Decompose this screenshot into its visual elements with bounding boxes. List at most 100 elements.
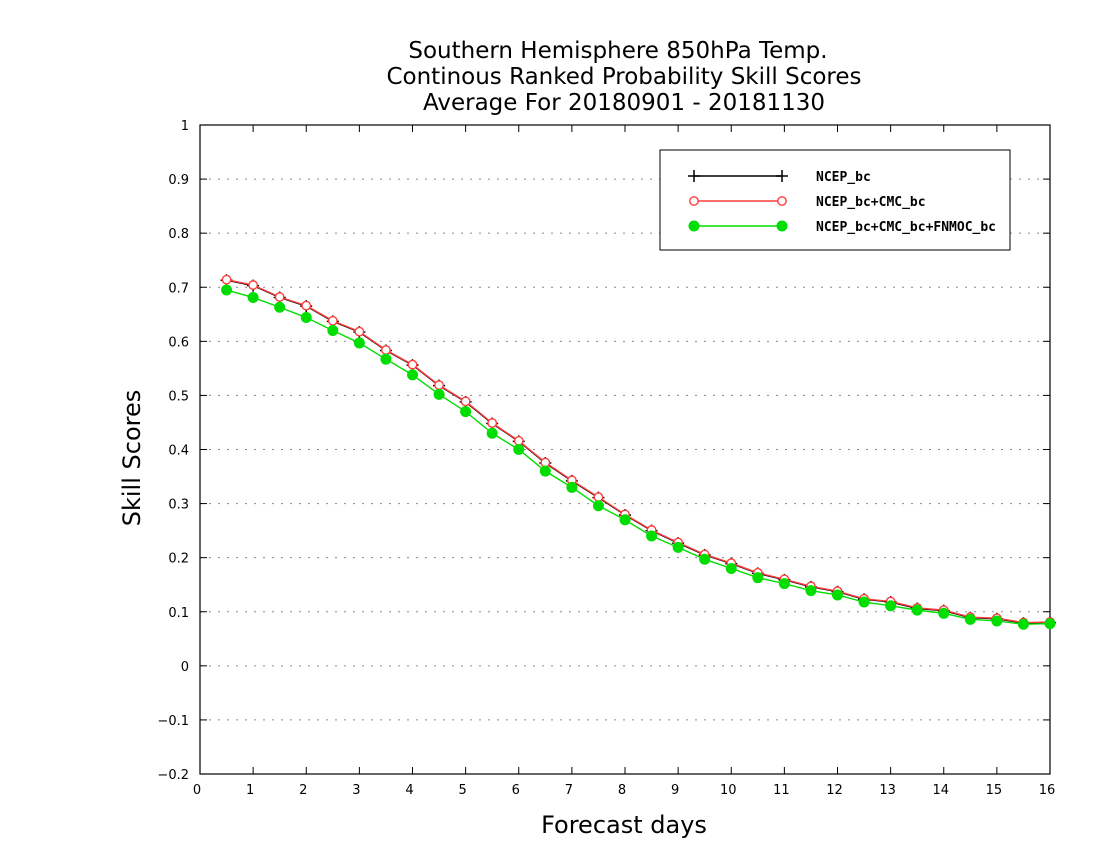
series-1 (221, 274, 1055, 628)
series-point (513, 444, 525, 455)
series-point (672, 541, 684, 553)
gridlines (200, 178, 1050, 721)
series-2 (221, 284, 1056, 630)
series-point (689, 196, 699, 206)
legend: NCEP_bc NCEP_bc+CMC_bc NCEP_bc+CMC_bc+FNMO… (659, 149, 1011, 251)
series-layer (220, 274, 1056, 630)
x-tick-label: 0 (193, 783, 201, 798)
series-point (433, 388, 445, 400)
series-point (885, 600, 897, 612)
chart-title-line-3: Average For 20180901 - 20181130 (423, 90, 825, 116)
series-point (300, 312, 312, 324)
y-tick-label: 0.7 (168, 281, 189, 296)
chart-title-line-2: Continous Ranked Probability Skill Score… (386, 64, 861, 90)
series-point (858, 596, 870, 608)
series-point (513, 435, 524, 446)
series-point (274, 292, 285, 302)
y-axis-title: Skill Scores (118, 390, 146, 527)
series-point (938, 607, 950, 619)
series-point (353, 337, 365, 349)
x-tick-label: 3 (352, 783, 360, 798)
x-axis-title: Forecast days (541, 811, 707, 839)
x-tick-label: 4 (405, 783, 413, 798)
series-point (778, 578, 790, 590)
series-point (407, 359, 418, 370)
series-0 (220, 274, 1056, 630)
series-point (301, 300, 312, 311)
legend-box (659, 149, 1011, 251)
series-point (274, 301, 286, 313)
series-point (592, 500, 604, 512)
x-tick-label: 1 (246, 783, 254, 798)
y-tick-label: 0 (181, 660, 189, 675)
series-point (688, 170, 700, 182)
x-tick-label: 14 (932, 783, 949, 798)
series-point (381, 345, 391, 355)
series-point (434, 380, 444, 391)
series-point (725, 562, 737, 574)
legend-label: NCEP_bc (816, 170, 871, 185)
series-point (460, 406, 472, 418)
series-point (487, 418, 498, 428)
x-tick-label: 15 (986, 783, 1003, 798)
series-point (247, 292, 259, 304)
legend-label: NCEP_bc+CMC_bc (816, 195, 926, 210)
series-point (619, 514, 631, 526)
x-tick-label: 6 (512, 783, 520, 798)
series-point (539, 465, 551, 477)
y-tick-label: 0.5 (168, 389, 189, 404)
series-point (1044, 618, 1056, 630)
x-tick-label: 9 (671, 783, 679, 798)
series-point (991, 615, 1003, 627)
series-point (805, 585, 817, 597)
series-point (688, 220, 700, 232)
axis-ticks: −0.2−0.100.10.20.30.40.50.60.70.80.910 1 2… (157, 119, 1055, 798)
series-point (593, 492, 604, 502)
series-point (776, 170, 788, 182)
series-point (566, 481, 578, 493)
series-point (1017, 618, 1029, 630)
series-point (540, 457, 551, 468)
y-tick-label: 0.6 (168, 335, 189, 350)
series-point (486, 427, 498, 439)
series-point (327, 315, 338, 326)
x-tick-label: 16 (1039, 783, 1056, 798)
series-point (221, 284, 233, 296)
y-tick-label: 0.1 (168, 606, 189, 621)
series-point (248, 280, 259, 290)
y-tick-label: 0.4 (168, 444, 189, 459)
series-point (221, 274, 232, 285)
x-tick-label: 5 (458, 783, 466, 798)
legend-label: NCEP_bc+CMC_bc+FNMOC_bc (816, 220, 996, 235)
y-tick-label: −0.2 (157, 768, 189, 783)
y-tick-label: 0.9 (168, 173, 189, 188)
y-tick-label: −0.1 (157, 714, 189, 729)
series-point (380, 353, 392, 365)
x-tick-label: 2 (299, 783, 307, 798)
series-point (964, 613, 976, 625)
x-tick-label: 11 (773, 783, 790, 798)
y-tick-label: 0.3 (168, 498, 189, 513)
series-point (832, 589, 843, 601)
y-tick-label: 0.2 (168, 552, 189, 567)
series-point (646, 530, 658, 542)
series-point (911, 604, 923, 616)
x-tick-label: 13 (879, 783, 896, 798)
series-line (226, 278, 1051, 624)
y-tick-label: 1 (181, 119, 189, 134)
y-tick-label: 0.8 (168, 227, 189, 242)
series-point (699, 553, 711, 565)
chart-title-line-1: Southern Hemisphere 850hPa Temp. (408, 38, 827, 64)
x-tick-label: 12 (826, 783, 843, 798)
series-point (407, 369, 418, 381)
series-line (226, 279, 1051, 624)
series-point (460, 396, 471, 407)
x-tick-label: 10 (720, 783, 737, 798)
series-point (327, 325, 339, 337)
x-tick-label: 7 (565, 783, 573, 798)
series-point (752, 572, 764, 584)
series-line (226, 289, 1051, 625)
series-point (354, 326, 365, 337)
series-point (776, 220, 788, 232)
